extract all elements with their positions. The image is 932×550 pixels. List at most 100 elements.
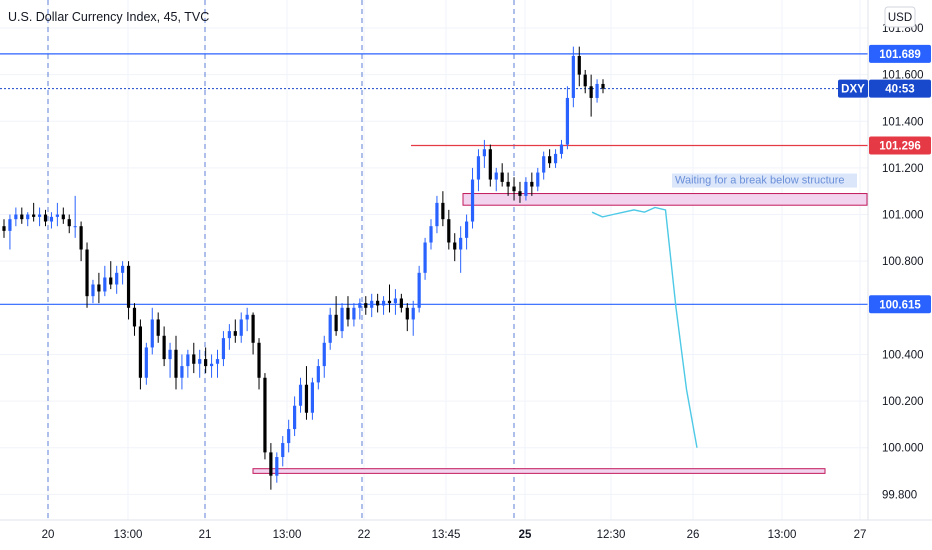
candle — [37, 207, 42, 227]
candle-body — [55, 214, 59, 217]
candle-body — [530, 181, 534, 187]
horizontal-levels[interactable] — [0, 53, 868, 305]
candle-body — [245, 314, 249, 320]
candle — [488, 144, 492, 187]
candle-body — [304, 384, 309, 413]
candle-body — [316, 366, 320, 383]
candle — [459, 226, 463, 273]
candle — [387, 284, 392, 313]
candle — [215, 349, 220, 378]
candle — [204, 347, 208, 374]
time-tick-label: 22 — [358, 529, 371, 541]
candle — [221, 331, 226, 367]
price-axis[interactable]: 101.800101.600101.400101.200101.000100.8… — [867, 0, 924, 520]
candle-body — [287, 429, 291, 444]
candle — [26, 212, 30, 227]
candle-body — [275, 457, 279, 476]
candle — [126, 261, 131, 320]
candle — [144, 342, 148, 385]
candle-body — [186, 354, 190, 367]
candle — [233, 319, 237, 343]
candle — [482, 139, 486, 168]
candle-body — [370, 300, 374, 308]
time-tick-label: 12:30 — [597, 529, 626, 541]
candle-body — [97, 284, 101, 292]
price-tick-label: 100.000 — [882, 443, 924, 455]
projection-drawing[interactable] — [591, 206, 698, 448]
candle — [156, 312, 160, 343]
candle-body — [482, 149, 486, 157]
candle — [595, 79, 599, 103]
candle — [346, 296, 350, 327]
candle — [411, 300, 415, 336]
candle-body — [506, 181, 510, 187]
candle-body — [227, 331, 231, 339]
time-tick-label: 20 — [42, 529, 55, 541]
candle — [470, 167, 475, 229]
candle — [589, 74, 593, 117]
candle-body — [109, 277, 113, 285]
candle-body — [32, 214, 36, 217]
candle-body — [192, 354, 196, 364]
candle-body — [14, 214, 18, 220]
candle — [340, 303, 344, 339]
candle — [257, 338, 261, 390]
candle — [298, 377, 303, 413]
candle — [198, 349, 202, 378]
candle — [334, 296, 338, 336]
candle — [97, 272, 101, 304]
structure-box[interactable] — [462, 193, 868, 206]
candle — [91, 279, 95, 304]
candle — [67, 214, 71, 234]
candle-body — [346, 307, 350, 320]
candle — [293, 396, 297, 437]
candle-body — [548, 156, 552, 164]
time-tick-label: 26 — [687, 529, 700, 541]
candle-body — [524, 181, 528, 196]
candle — [559, 139, 564, 159]
candle-body — [423, 242, 427, 273]
candle — [20, 207, 24, 224]
candle — [435, 195, 439, 234]
candle-body — [376, 300, 380, 306]
dxy-countdown: 40:53 — [885, 84, 914, 96]
support-box[interactable] — [252, 468, 826, 474]
candle-body — [435, 202, 439, 227]
candle — [441, 191, 445, 227]
candle-body — [453, 242, 457, 250]
candle-body — [589, 86, 593, 98]
candle — [168, 342, 172, 378]
candle — [174, 335, 178, 390]
candle-body — [121, 265, 125, 273]
candle-body — [364, 303, 368, 308]
candle — [61, 207, 65, 224]
price-tick-label: 100.200 — [882, 396, 924, 408]
candle — [322, 335, 326, 378]
candle — [281, 436, 285, 467]
price-tick-label: 101.000 — [882, 210, 924, 222]
candle — [251, 312, 255, 355]
candle — [464, 214, 469, 250]
candle — [109, 261, 113, 290]
candle — [601, 79, 605, 94]
time-axis[interactable]: 20 13:00 21 13:00 22 13:45 25 12:30 26 13:00 27 — [0, 519, 932, 541]
projection-path[interactable] — [591, 206, 698, 448]
candle-body — [263, 377, 267, 453]
candle-body — [595, 83, 599, 98]
candle-body — [79, 226, 83, 250]
candle — [476, 149, 481, 192]
candle-body — [571, 55, 575, 98]
rectangles[interactable]: Waiting for a break below structure — [252, 173, 868, 474]
candle-body — [601, 83, 605, 89]
candle — [316, 359, 320, 390]
candle-body — [150, 319, 154, 348]
dxy-countdown-bg — [869, 79, 931, 98]
candle-body — [518, 191, 522, 196]
candle-body — [61, 214, 65, 220]
candle-body — [168, 349, 172, 360]
candle — [399, 293, 403, 313]
currency-button[interactable]: USD — [884, 6, 916, 28]
candle-body — [322, 342, 326, 367]
